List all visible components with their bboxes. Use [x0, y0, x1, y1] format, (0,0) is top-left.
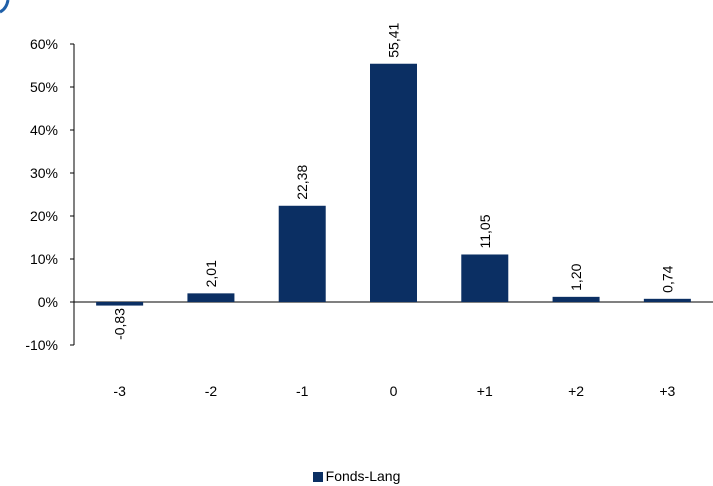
x-tick-label: +3 [659, 383, 675, 399]
data-label: 0,74 [659, 265, 675, 292]
bar [552, 296, 600, 302]
y-tick-label: 20% [30, 208, 58, 224]
legend-label: Fonds-Lang [325, 468, 401, 484]
data-labels: -0,83 2,01 22,38 55,41 11,05 1,20 0,74 [112, 22, 676, 339]
data-label: 11,05 [477, 214, 493, 248]
x-tick-label: -3 [113, 383, 126, 399]
bar-series [96, 63, 691, 306]
y-tick-label: 10% [30, 251, 58, 267]
header-fragment-icon [0, 0, 10, 14]
x-tick-label: +2 [568, 383, 584, 399]
data-label: 22,38 [294, 165, 310, 200]
y-tick-label: 30% [30, 165, 58, 181]
x-tick-label: +1 [477, 383, 493, 399]
y-tick-label: -10% [25, 337, 58, 353]
bar [370, 63, 417, 302]
y-tick-label: 0% [38, 294, 58, 310]
y-tick-label: 40% [30, 122, 58, 138]
x-tick-label: -2 [205, 383, 218, 399]
bar [643, 298, 691, 302]
bar [461, 254, 509, 302]
y-tick-label: 60% [30, 36, 58, 52]
x-axis-tick-labels: -3 -2 -1 0 +1 +2 +3 [113, 383, 675, 399]
data-label: -0,83 [112, 308, 128, 340]
bar [278, 205, 326, 302]
data-label: 2,01 [203, 260, 219, 287]
legend: Fonds-Lang [0, 468, 713, 484]
bar [96, 302, 144, 306]
y-axis-tick-labels: 60% 50% 40% 30% 20% 10% 0% -10% [25, 36, 58, 353]
x-tick-label: 0 [390, 383, 398, 399]
data-label: 1,20 [568, 263, 584, 290]
x-tick-label: -1 [296, 383, 309, 399]
y-tick-label: 50% [30, 79, 58, 95]
data-label: 55,41 [386, 22, 402, 57]
bar [187, 293, 235, 302]
legend-swatch [312, 472, 323, 482]
